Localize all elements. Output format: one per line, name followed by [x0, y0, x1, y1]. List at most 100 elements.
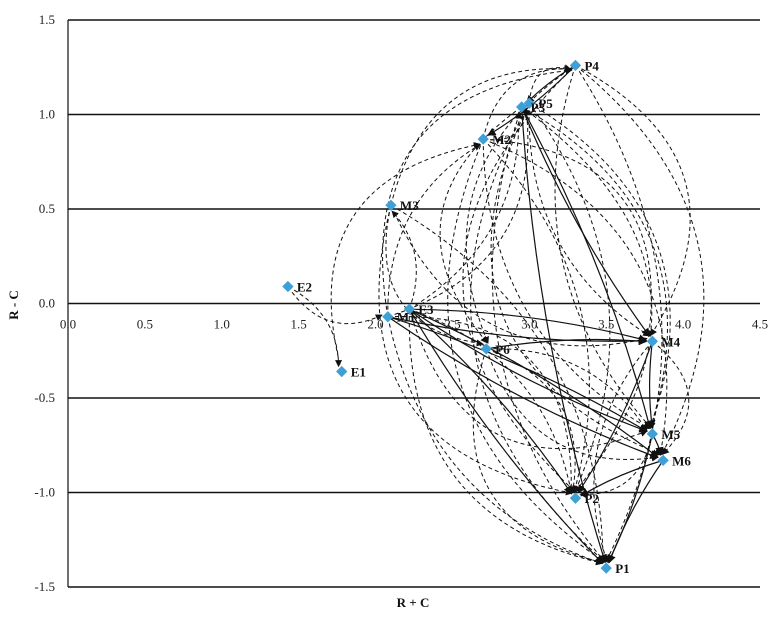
dashed-link: [472, 348, 605, 565]
dashed-link: [470, 102, 606, 563]
dashed-link: [408, 309, 648, 450]
data-point-m5: [646, 428, 659, 440]
solid-link: [409, 308, 648, 433]
point-label: M3: [400, 198, 419, 213]
data-point-m2: [477, 133, 489, 145]
tick-labels: 1.5 1.0 0.5 0.0 -0.5 -1.0 -1.5 0.0 0.5 1.0 1.5 2.0 2…: [34, 12, 768, 594]
dashed-link: [575, 64, 691, 337]
point-label: E2: [297, 279, 312, 294]
data-point-m3: [385, 199, 397, 211]
dashed-link: [387, 316, 603, 565]
dashed-link: [554, 65, 652, 429]
gridlines: [67, 19, 760, 588]
point-label: E3: [418, 302, 434, 317]
solid-link: [387, 316, 648, 432]
dashed-link: [491, 106, 606, 563]
point-label: P2: [584, 491, 598, 506]
dashed-link: [482, 139, 650, 430]
solid-link: [409, 308, 659, 458]
data-point-m6: [657, 454, 669, 467]
dashed-link: [528, 102, 611, 493]
y-tick-label: -1.5: [34, 579, 55, 594]
dashed-link: [378, 205, 573, 496]
dashed-link: [447, 138, 606, 563]
dashed-link: [521, 106, 668, 430]
dashed-link: [575, 64, 705, 456]
solid-link: [387, 316, 659, 459]
links-layer: [287, 64, 705, 566]
point-label: P5: [538, 96, 553, 111]
solid-link: [607, 460, 664, 564]
dashed-link: [465, 64, 576, 344]
dashed-link: [483, 138, 668, 456]
x-axis-label: R + C: [397, 595, 430, 610]
dashed-link: [482, 65, 572, 140]
dashed-link: [593, 340, 653, 563]
dashed-link: [385, 205, 484, 347]
point-label: P1: [615, 561, 629, 576]
dashed-link: [382, 67, 573, 317]
dashed-link: [408, 309, 604, 566]
data-point-m4: [646, 335, 659, 347]
dashed-link: [483, 138, 653, 338]
x-tick-label: 4.5: [752, 317, 768, 332]
solid-link: [486, 336, 648, 350]
x-tick-label: 0.5: [137, 317, 153, 332]
dashed-link: [390, 65, 572, 206]
point-label: P6: [495, 342, 510, 357]
data-point-p1: [600, 562, 612, 574]
x-tick-label: 1.0: [214, 317, 230, 332]
solid-link: [647, 341, 656, 429]
y-tick-label: 0.5: [39, 201, 55, 216]
point-label: P3: [531, 100, 546, 115]
dashed-link: [486, 348, 577, 494]
data-point-e1: [336, 365, 348, 378]
x-tick-label: 1.5: [291, 317, 307, 332]
x-tick-label: 3.5: [598, 317, 614, 332]
data-point-e2: [282, 280, 294, 293]
point-label: E1: [351, 365, 366, 380]
dashed-link: [409, 308, 574, 495]
point-label: M5: [661, 427, 680, 442]
point-label: M6: [672, 453, 691, 468]
solid-link: [607, 433, 653, 564]
y-tick-label: 0.0: [39, 296, 55, 311]
point-label: M2: [492, 132, 511, 147]
dashed-link: [485, 348, 659, 462]
x-tick-label: 0.0: [60, 317, 76, 332]
solid-link: [409, 308, 648, 343]
dashed-link: [287, 286, 343, 368]
y-axis-label: R - C: [6, 290, 21, 320]
point-label: M4: [661, 334, 680, 349]
data-point-p6: [480, 343, 492, 355]
dashed-link: [482, 138, 590, 494]
x-tick-label: 2.5: [444, 317, 460, 332]
solid-link: [521, 106, 650, 337]
dashed-link: [462, 64, 576, 493]
solid-link: [521, 106, 653, 430]
solid-link: [577, 341, 653, 494]
x-tick-label: 3.0: [521, 317, 537, 332]
dashed-link: [575, 65, 663, 563]
dashed-link: [652, 340, 690, 455]
y-tick-label: -0.5: [34, 390, 55, 405]
data-point-p2: [569, 492, 582, 504]
solid-link: [521, 106, 607, 563]
solid-link: [580, 459, 664, 497]
y-tick-label: 1.0: [39, 107, 55, 122]
dashed-link: [579, 433, 653, 499]
dashed-link: [528, 103, 651, 337]
data-point-e3: [403, 303, 416, 315]
solid-link: [387, 316, 648, 346]
dashed-link: [529, 102, 671, 429]
dashed-link: [387, 316, 575, 495]
point-label: M1: [397, 310, 416, 325]
dashed-link: [521, 106, 653, 493]
dashed-link: [330, 141, 481, 372]
x-tick-label: 2.0: [367, 317, 383, 332]
solid-link: [408, 308, 573, 495]
point-label: P4: [584, 58, 599, 73]
y-tick-label: -1.0: [34, 485, 55, 500]
